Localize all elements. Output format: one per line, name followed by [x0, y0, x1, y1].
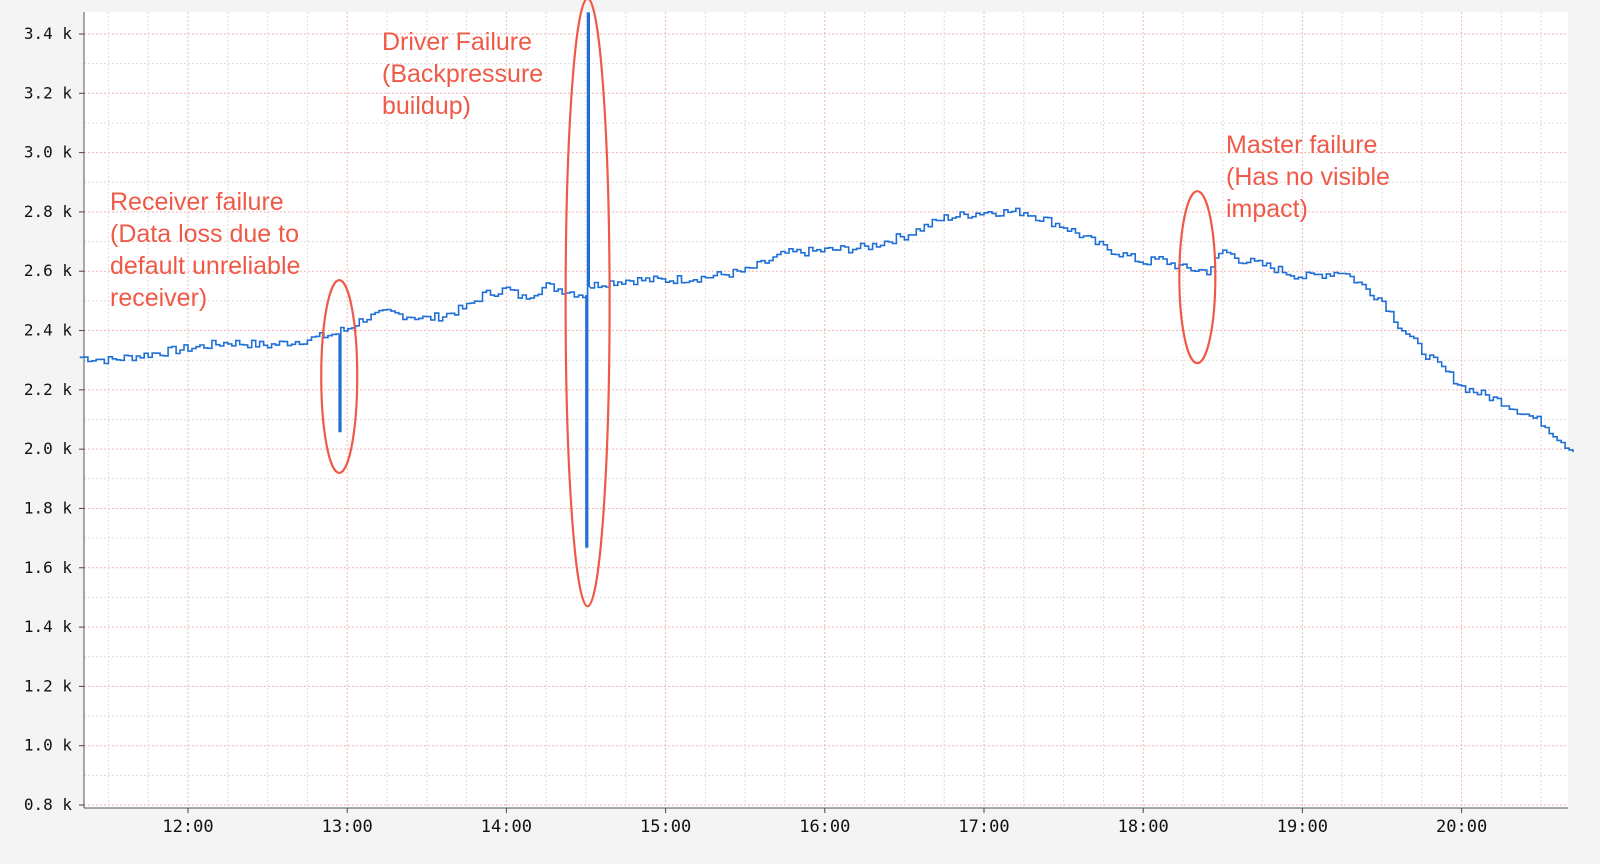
x-axis-ticks: 12:00 13:00 14:00 15:00 16:00 17:00 18:00 19:00… [162, 808, 1487, 837]
y-axis-ticks: 0.8 k 1.0 k 1.2 k 1.4 k 1.6 k 1.8 k 2.0 k 2.2 k… [24, 24, 84, 814]
y-tick-label: 2.6 k [24, 261, 73, 280]
y-tick-label: 2.2 k [24, 380, 73, 399]
annotation-ellipse-0 [320, 279, 359, 474]
x-tick-label: 20:00 [1436, 817, 1487, 837]
y-tick-label: 3.0 k [24, 143, 73, 162]
x-tick-label: 18:00 [1118, 817, 1169, 837]
y-tick-label: 1.8 k [24, 498, 73, 517]
x-tick-label: 19:00 [1277, 817, 1328, 837]
grid [84, 12, 1568, 808]
series-line-0 [79, 12, 1574, 548]
y-tick-label: 1.2 k [24, 676, 73, 695]
annotation-label-0: default unreliable [110, 252, 300, 280]
annotation-label-2: Master failure [1226, 131, 1377, 159]
x-tick-label: 12:00 [162, 817, 213, 837]
x-tick-label: 17:00 [958, 817, 1009, 837]
y-tick-label: 2.0 k [24, 439, 73, 458]
x-tick-label: 14:00 [481, 817, 532, 837]
annotation-label-2: impact) [1226, 195, 1308, 223]
annotation-label-2: (Has no visible [1226, 163, 1390, 191]
y-tick-label: 2.4 k [24, 321, 73, 340]
y-tick-label: 1.6 k [24, 558, 73, 577]
plot-background [84, 12, 1568, 808]
axes [83, 12, 1568, 809]
annotation-ellipse-2 [1178, 190, 1217, 365]
x-tick-label: 16:00 [799, 817, 850, 837]
annotation-label-0: receiver) [110, 284, 207, 312]
series-layer [79, 12, 1574, 548]
annotation-label-1: buildup) [382, 92, 471, 120]
annotation-label-1: (Backpressure [382, 60, 543, 88]
x-tick-label: 13:00 [322, 817, 373, 837]
annotation-label-1: Driver Failure [382, 28, 532, 56]
y-tick-label: 3.4 k [24, 24, 73, 43]
y-tick-label: 2.8 k [24, 202, 73, 221]
y-tick-label: 1.0 k [24, 736, 73, 755]
annotation-label-0: Receiver failure [110, 188, 284, 216]
y-tick-label: 1.4 k [24, 617, 73, 636]
y-tick-label: 3.2 k [24, 83, 73, 102]
x-tick-label: 15:00 [640, 817, 691, 837]
annotations: Receiver failure (Data loss due to default… [110, 0, 1390, 608]
y-tick-label: 0.8 k [24, 795, 73, 814]
annotation-ellipse-1 [564, 0, 611, 608]
annotation-label-0: (Data loss due to [110, 220, 299, 248]
